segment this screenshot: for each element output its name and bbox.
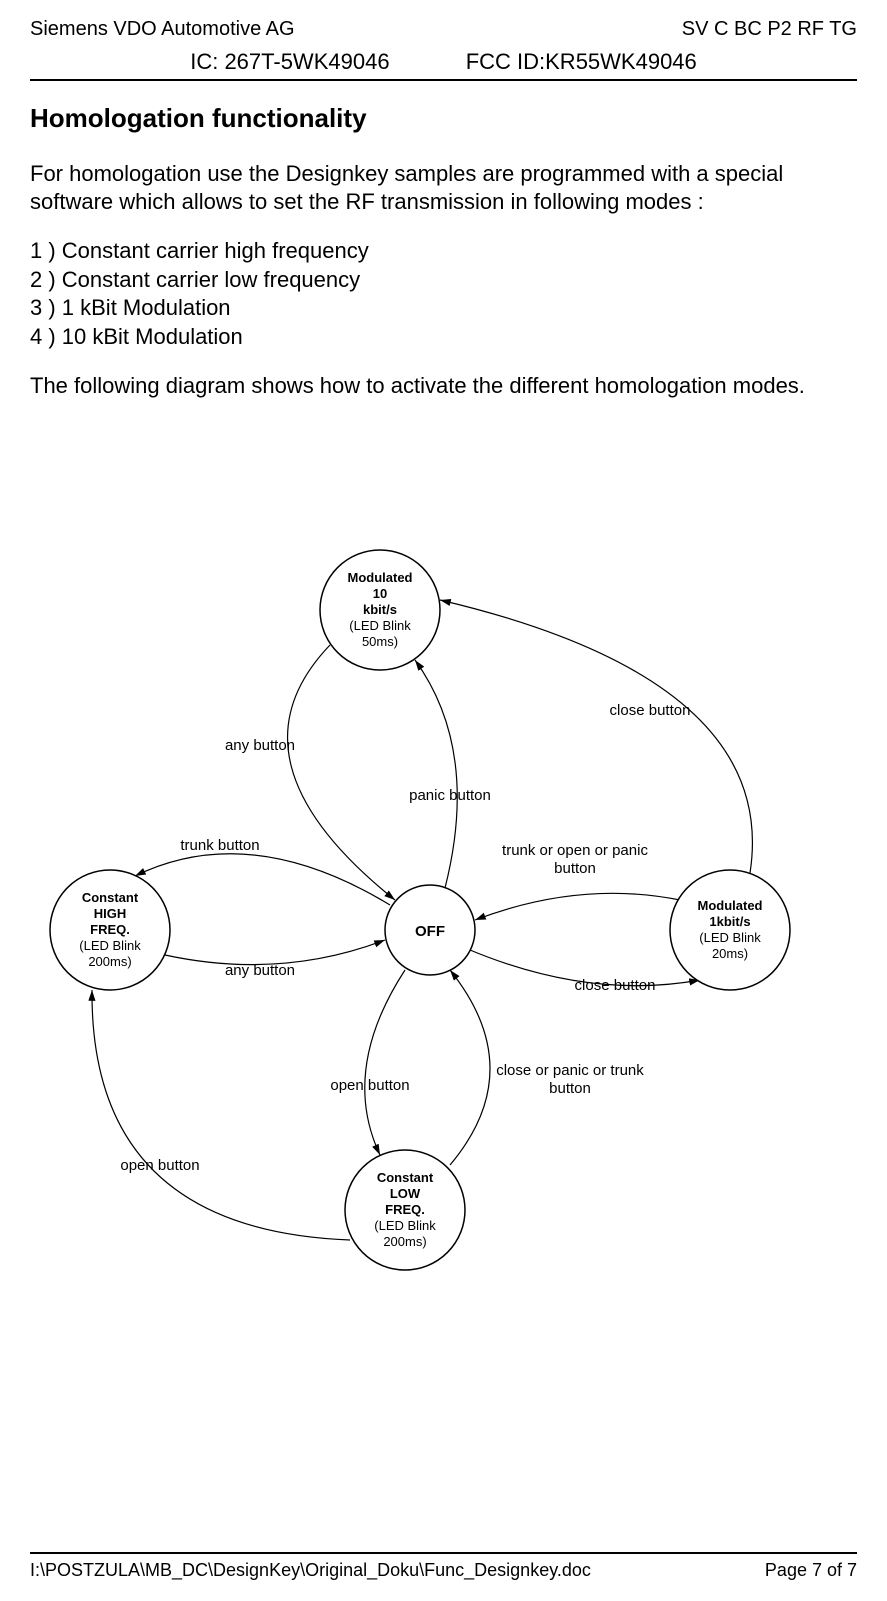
- footer: I:\POSTZULA\MB_DC\DesignKey\Original_Dok…: [30, 1552, 857, 1581]
- mod10-l3: kbit/s: [363, 602, 397, 617]
- document-page: Siemens VDO Automotive AG SV C BC P2 RF …: [0, 0, 887, 1601]
- node-mod10: Modulated 10 kbit/s (LED Blink 50ms): [320, 550, 440, 670]
- footer-page: Page 7 of 7: [765, 1560, 857, 1581]
- edge-off-mod10: [415, 660, 457, 888]
- label-open-button-mid: open button: [330, 1077, 409, 1094]
- label-close-button-mid: close button: [575, 977, 656, 994]
- node-clow: Constant LOW FREQ. (LED Blink 200ms): [345, 1150, 465, 1270]
- label-trunk-open-panic-2: button: [554, 860, 596, 877]
- state-diagram: OFF Modulated 10 kbit/s (LED Blink 50ms)…: [30, 530, 857, 1330]
- intro-line-2: software which allows to set the RF tran…: [30, 188, 857, 216]
- edge-clow-off: [450, 970, 490, 1165]
- label-panic-button: panic button: [409, 787, 491, 804]
- node-mod1: Modulated 1kbit/s (LED Blink 20ms): [670, 870, 790, 990]
- clow-l5: 200ms): [383, 1234, 426, 1249]
- mod1-l1: Modulated: [698, 898, 763, 913]
- mod1-l2: 1kbit/s: [709, 914, 750, 929]
- mod10-l4: (LED Blink: [349, 618, 411, 633]
- mode-2: 2 ) Constant carrier low frequency: [30, 266, 857, 295]
- clow-l4: (LED Blink: [374, 1218, 436, 1233]
- mod10-l2: 10: [373, 586, 387, 601]
- label-close-panic-trunk-1: close or panic or trunk: [496, 1062, 644, 1079]
- edge-mod1-mod10: [440, 600, 752, 873]
- header-row: Siemens VDO Automotive AG SV C BC P2 RF …: [30, 18, 857, 41]
- mode-1: 1 ) Constant carrier high frequency: [30, 237, 857, 266]
- chigh-l3: FREQ.: [90, 922, 130, 937]
- chigh-l2: HIGH: [94, 906, 127, 921]
- node-chigh: Constant HIGH FREQ. (LED Blink 200ms): [50, 870, 170, 990]
- mod10-l1: Modulated: [348, 570, 413, 585]
- chigh-l5: 200ms): [88, 954, 131, 969]
- edge-clow-chigh: [92, 990, 350, 1240]
- clow-l1: Constant: [377, 1170, 434, 1185]
- node-off: OFF: [385, 885, 475, 975]
- footer-path: I:\POSTZULA\MB_DC\DesignKey\Original_Dok…: [30, 1560, 591, 1581]
- edge-chigh-off: [165, 940, 385, 965]
- label-any-button-mid: any button: [225, 962, 295, 979]
- label-open-button-low: open button: [120, 1157, 199, 1174]
- label-trunk-open-panic-1: trunk or open or panic: [502, 842, 648, 859]
- lead-text: The following diagram shows how to activ…: [30, 373, 857, 399]
- chigh-l4: (LED Blink: [79, 938, 141, 953]
- mode-4: 4 ) 10 kBit Modulation: [30, 323, 857, 352]
- fcc-id: FCC ID:KR55WK49046: [466, 49, 697, 75]
- company-name: Siemens VDO Automotive AG: [30, 18, 295, 41]
- mod1-l3: (LED Blink: [699, 930, 761, 945]
- edge-mod1-off: [475, 893, 680, 920]
- node-off-label: OFF: [415, 923, 445, 940]
- intro-line-1: For homologation use the Designkey sampl…: [30, 160, 857, 188]
- edge-off-clow: [365, 970, 405, 1155]
- ic-id: IC: 267T-5WK49046: [190, 49, 389, 75]
- label-any-button-top: any button: [225, 737, 295, 754]
- doc-code: SV C BC P2 RF TG: [682, 18, 857, 41]
- chigh-l1: Constant: [82, 890, 139, 905]
- label-close-button-top: close button: [610, 702, 691, 719]
- section-title: Homologation functionality: [30, 103, 857, 134]
- mode-3: 3 ) 1 kBit Modulation: [30, 294, 857, 323]
- clow-l3: FREQ.: [385, 1202, 425, 1217]
- id-row: IC: 267T-5WK49046 FCC ID:KR55WK49046: [30, 41, 857, 81]
- intro-text: For homologation use the Designkey sampl…: [30, 160, 857, 215]
- label-close-panic-trunk-2: button: [549, 1080, 591, 1097]
- mode-list: 1 ) Constant carrier high frequency 2 ) …: [30, 237, 857, 351]
- mod10-l5: 50ms): [362, 634, 398, 649]
- clow-l2: LOW: [390, 1186, 421, 1201]
- label-trunk-button: trunk button: [180, 837, 259, 854]
- mod1-l4: 20ms): [712, 946, 748, 961]
- edge-mod10-off: [288, 645, 395, 900]
